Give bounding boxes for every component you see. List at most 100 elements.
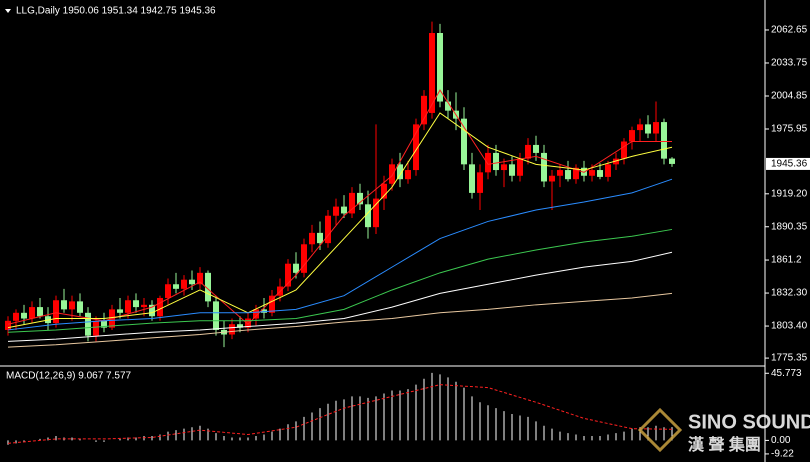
candle-body <box>165 284 171 298</box>
candle-body <box>381 183 387 199</box>
candle-body <box>5 320 11 330</box>
candle-body <box>613 158 619 165</box>
y-tick-label: 2062.65 <box>771 25 808 36</box>
candle-body <box>621 141 627 159</box>
candle-body <box>477 172 483 193</box>
line <box>7 251 673 342</box>
candle-body <box>437 33 443 102</box>
signal-line <box>7 384 673 444</box>
candle-body <box>357 192 363 205</box>
candle-body <box>237 324 243 328</box>
watermark-brand: SINO SOUND <box>688 411 810 433</box>
y-tick-label: 1890.35 <box>771 221 808 232</box>
candle-body <box>589 170 595 176</box>
candle-body <box>485 152 491 173</box>
candle-body <box>101 320 107 328</box>
candle-body <box>125 300 131 313</box>
candle-body <box>397 164 403 180</box>
candle-body <box>285 263 291 287</box>
candle-body <box>389 164 395 184</box>
line <box>7 228 673 333</box>
candle-body <box>421 95 427 125</box>
candle-body <box>29 307 35 319</box>
y-tick-label: 0.00 <box>771 435 791 446</box>
candle-body <box>93 320 99 336</box>
candle-body <box>645 124 651 134</box>
candle-body <box>189 279 195 285</box>
candle-body <box>141 304 147 308</box>
chart-title: LLG,Daily 1950.06 1951.34 1942.75 1945.3… <box>16 6 216 17</box>
watermark-chinese: 漢 聲 集團 <box>688 435 761 454</box>
candle-body <box>565 170 571 180</box>
last-price-label: 1945.36 <box>771 159 808 170</box>
candle-body <box>365 204 371 228</box>
candle-body <box>541 152 547 182</box>
y-tick-label: 1803.40 <box>771 321 808 332</box>
candle-body <box>213 301 219 330</box>
candle-body <box>69 301 75 310</box>
y-tick-label: 1975.95 <box>771 124 808 135</box>
candle-body <box>325 215 331 244</box>
y-tick-label: 1919.20 <box>771 188 808 199</box>
candle-body <box>13 312 19 321</box>
candle-body <box>269 295 275 313</box>
menu-arrow <box>5 9 11 13</box>
candle-body <box>605 164 611 177</box>
candle-body <box>245 318 251 328</box>
line <box>7 112 673 329</box>
y-tick-label: 2033.75 <box>771 58 808 69</box>
candle-body <box>509 164 515 176</box>
candle-body <box>533 144 539 153</box>
candle-body <box>205 272 211 302</box>
candle-body <box>557 170 563 176</box>
candle-body <box>261 309 267 313</box>
candle-body <box>597 170 603 177</box>
line <box>7 178 673 331</box>
candle-body <box>85 312 91 336</box>
candle-body <box>501 164 507 171</box>
candle-body <box>429 33 435 113</box>
candle-body <box>133 300 139 308</box>
y-tick-label: 2004.85 <box>771 91 808 102</box>
candle-body <box>53 300 59 324</box>
candle-body <box>405 170 411 180</box>
y-tick-label: 1775.35 <box>771 353 808 364</box>
candle-body <box>181 279 187 289</box>
line <box>7 292 673 348</box>
candle-body <box>293 263 299 273</box>
logo <box>637 407 683 453</box>
candle-body <box>469 164 475 193</box>
candle-body <box>653 122 659 134</box>
candle-body <box>341 206 347 214</box>
candle-body <box>229 324 235 335</box>
candle-body <box>461 118 467 165</box>
candle-body <box>661 122 667 159</box>
y-tick-label: -9.22 <box>771 449 794 460</box>
candle-body <box>493 152 499 171</box>
candle-body <box>197 272 203 285</box>
candle-body <box>445 101 451 111</box>
candle-body <box>173 284 179 289</box>
candle-body <box>669 158 675 164</box>
candle-body <box>629 130 635 142</box>
candle-body <box>333 206 339 216</box>
candle-body <box>77 301 83 313</box>
macd-title: MACD(12,26,9) 9.067 7.577 <box>6 371 132 382</box>
last-price-box <box>766 157 810 170</box>
candle-body <box>37 307 43 317</box>
candle-body <box>61 300 67 310</box>
candle-body <box>117 309 123 313</box>
watermark: SINO SOUND 漢 聲 集團 <box>637 407 810 454</box>
candle-body <box>317 232 323 244</box>
y-tick-label: 1861.2 <box>771 255 802 266</box>
y-tick-label: 1832.30 <box>771 288 808 299</box>
candle-body <box>21 312 27 319</box>
candle-body <box>157 297 163 317</box>
candle-body <box>525 144 531 159</box>
candle-body <box>517 158 523 176</box>
candle-body <box>413 124 419 171</box>
candle-body <box>637 124 643 131</box>
